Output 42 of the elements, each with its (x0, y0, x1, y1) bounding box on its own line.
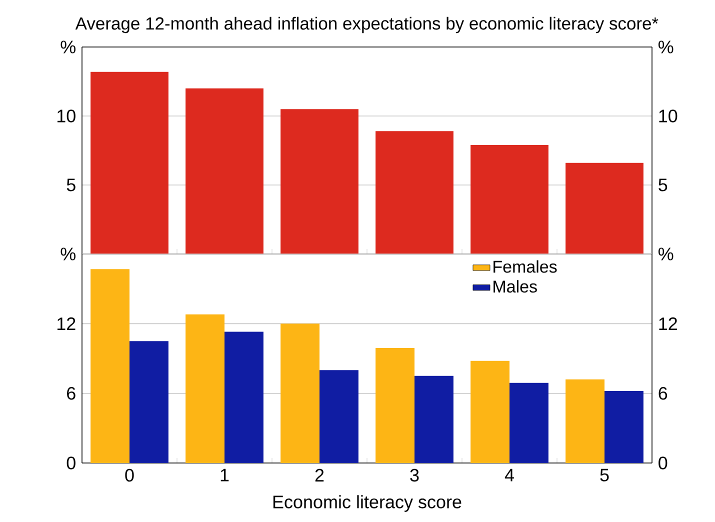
x-tick-label: 4 (504, 468, 514, 482)
bar (224, 332, 264, 464)
y2-tick-label: 6 (658, 386, 668, 400)
y2-tick-label: 12 (659, 317, 677, 330)
y-tick-label: 6 (67, 386, 76, 400)
y2-tick-label: % (658, 248, 674, 260)
y2-tick-label: 0 (658, 456, 668, 470)
x-tick-label: 3 (410, 468, 419, 482)
bar (320, 370, 358, 464)
y-tick-label: 10 (57, 110, 76, 122)
y-tick-label: 0 (66, 456, 76, 470)
bar (280, 324, 320, 464)
y2-tick-label: % (658, 40, 674, 54)
bar (604, 391, 644, 464)
x-axis-title: Economic literacy score (273, 495, 462, 512)
bar (90, 72, 168, 254)
legend-label: Males (494, 280, 537, 293)
bar (280, 109, 358, 254)
y-tick-label: % (60, 248, 76, 260)
chart-title: Average 12-month ahead inflation expectations by economic literacy score* (75, 16, 658, 34)
bar (376, 131, 454, 254)
bar (510, 382, 548, 464)
bar (470, 360, 510, 464)
bar (186, 88, 264, 254)
y2-tick-label: 10 (659, 110, 678, 122)
legend-label: Females (494, 260, 557, 273)
y-tick-label: 5 (66, 178, 76, 192)
x-tick-label: 5 (600, 468, 609, 482)
bar (414, 376, 454, 464)
x-tick-label: 0 (125, 468, 134, 482)
y-tick-label: 12 (57, 317, 76, 330)
bar (90, 269, 130, 464)
bar (376, 348, 414, 464)
bar (566, 162, 644, 254)
bar (130, 341, 168, 464)
x-tick-label: 1 (220, 468, 229, 482)
bar (566, 379, 605, 464)
bar (186, 314, 224, 464)
y2-tick-label: 5 (658, 178, 668, 192)
y-tick-label: % (60, 40, 76, 54)
x-tick-label: 2 (315, 468, 324, 482)
bar (470, 144, 548, 254)
